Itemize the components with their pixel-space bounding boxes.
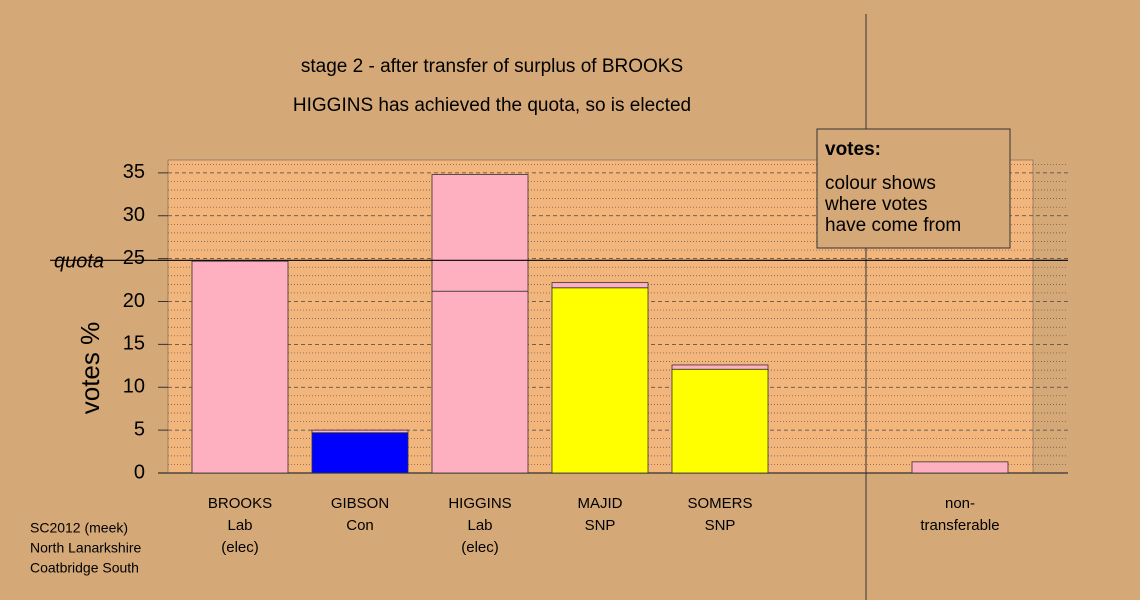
chart-subtitle: HIGGINS has achieved the quota, so is el…	[293, 95, 691, 116]
x-tick-label: MAJID	[578, 495, 623, 512]
y-tick-label: 5	[134, 418, 145, 440]
y-tick-label: 35	[123, 161, 145, 183]
bar-segment	[911, 461, 1009, 474]
bar-segment	[431, 174, 529, 292]
note-title: votes:	[825, 139, 881, 160]
y-tick-label: 15	[123, 333, 145, 355]
x-tick-label: HIGGINS	[448, 495, 511, 512]
quota-label: quota	[54, 251, 104, 273]
x-tick-label: (elec)	[221, 539, 259, 556]
x-tick-label: transferable	[920, 517, 999, 534]
x-tick-label: SOMERS	[687, 495, 752, 512]
x-tick-label: BROOKS	[208, 495, 272, 512]
bar-segment	[551, 282, 649, 289]
y-axis-label: votes %	[75, 322, 105, 415]
x-tick-label: GIBSON	[331, 495, 389, 512]
footer-line: SC2012 (meek)	[30, 520, 128, 536]
note-box	[816, 128, 1011, 249]
note-line: where votes	[824, 194, 927, 215]
x-tick-label: SNP	[705, 517, 736, 534]
x-tick-label: Con	[346, 517, 374, 534]
bar-segment	[431, 290, 529, 474]
x-tick-label: (elec)	[461, 539, 499, 556]
x-tick-label: Lab	[227, 517, 252, 534]
footer-line: North Lanarkshire	[30, 540, 141, 556]
y-tick-label: 25	[123, 247, 145, 269]
bar-segment	[311, 429, 409, 434]
note-line: colour shows	[825, 173, 936, 194]
note-line: have come from	[825, 215, 961, 236]
bar-segment	[671, 364, 769, 370]
y-tick-label: 10	[123, 376, 145, 398]
x-tick-label: Lab	[467, 517, 492, 534]
bar-segment	[551, 287, 649, 474]
y-tick-label: 0	[134, 461, 145, 483]
x-tick-label: non-	[945, 495, 975, 512]
bar-segment	[311, 432, 409, 474]
y-tick-label: 30	[123, 204, 145, 226]
bar-segment	[671, 368, 769, 474]
y-tick-label: 20	[123, 290, 145, 312]
chart-title: stage 2 - after transfer of surplus of B…	[301, 56, 683, 77]
footer-line: Coatbridge South	[30, 560, 139, 576]
x-tick-label: SNP	[585, 517, 616, 534]
bar-segment	[191, 260, 289, 474]
